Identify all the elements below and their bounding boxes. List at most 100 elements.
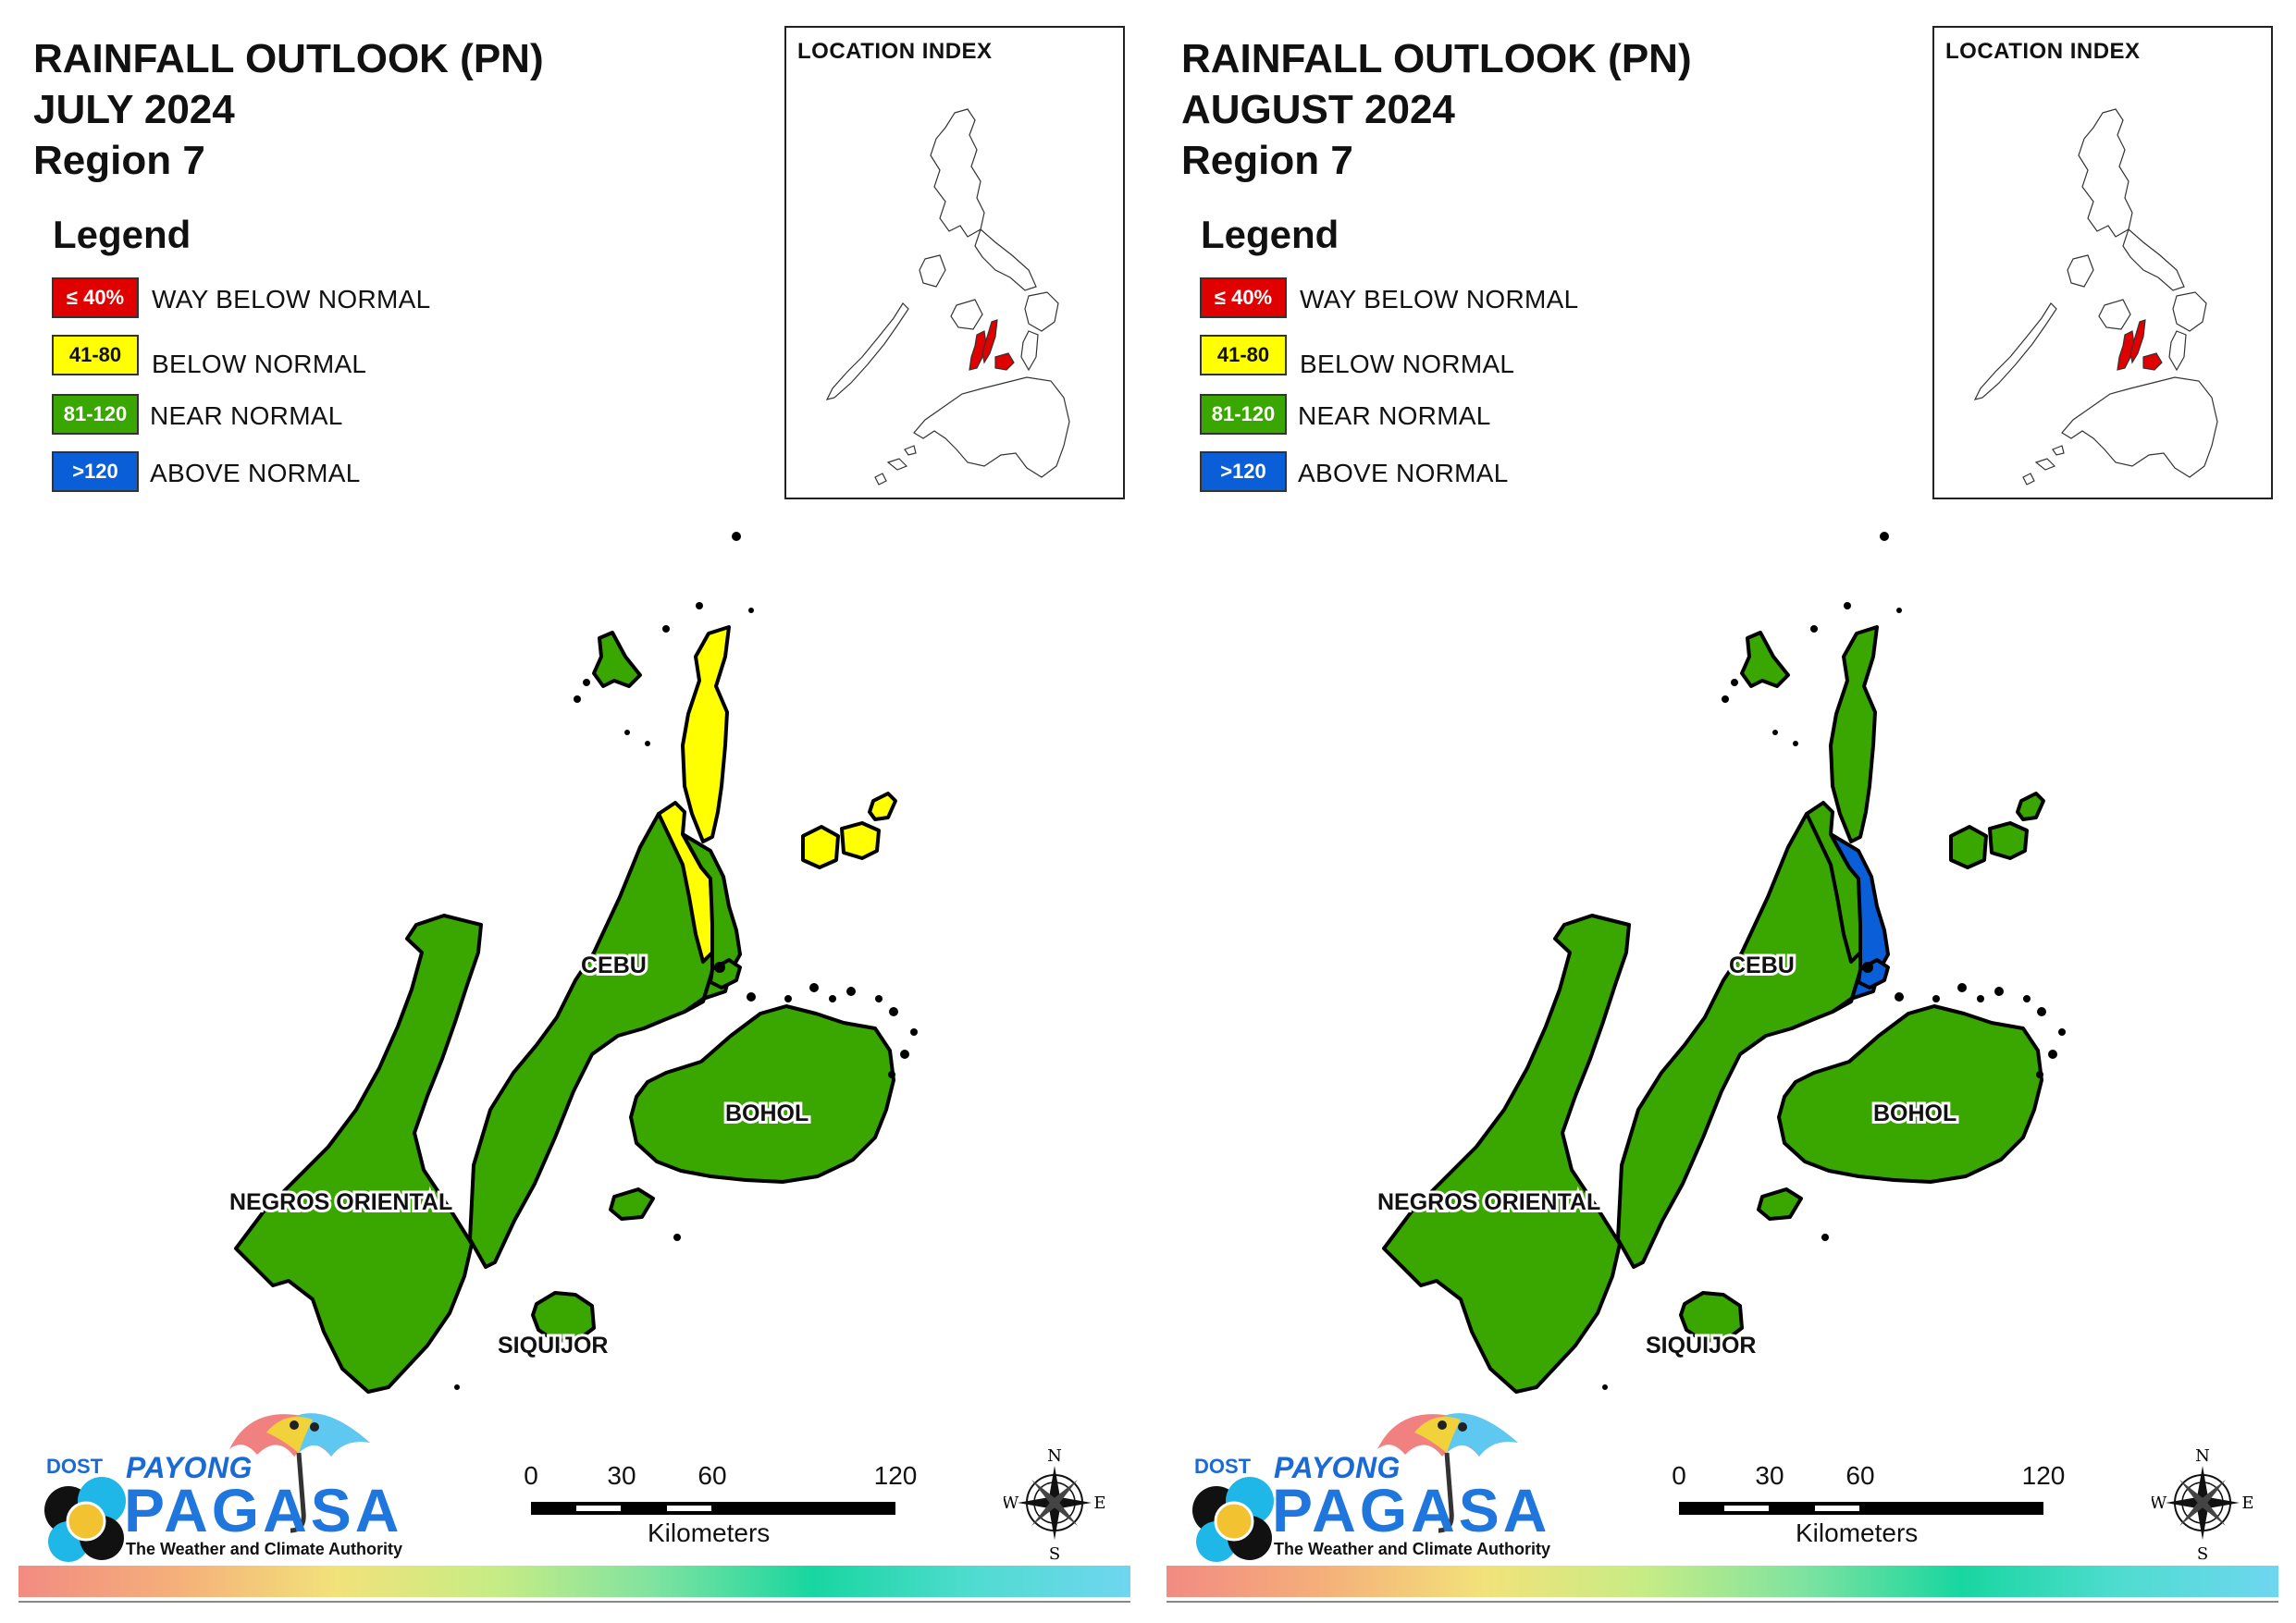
legend-label: BELOW NORMAL (152, 350, 367, 378)
cebu-highlight (2129, 319, 2146, 364)
legend-label: BELOW NORMAL (1300, 350, 1515, 378)
scale-unit: Kilometers (1796, 1518, 1919, 1547)
region-bantayan (1740, 631, 1790, 688)
scale-tick-60: 60 (697, 1461, 727, 1490)
legend-label: NEAR NORMAL (1298, 401, 1491, 430)
pagasa-text: PAGASA (124, 1476, 403, 1544)
leyte-shape (2168, 330, 2187, 372)
label-siquijor: SIQUIJOR (498, 1333, 608, 1359)
legend-swatch: 41-80 (1200, 335, 1287, 375)
location-index-map: LOCATION INDEX (784, 26, 1125, 499)
location-index-map: LOCATION INDEX (1932, 26, 2273, 499)
region7-map: CEBU BOHOL NEGROS ORIENTAL SIQUIJOR (1375, 532, 2066, 1394)
compass-e: E (2241, 1494, 2253, 1513)
tagline-text: The Weather and Climate Authority (1274, 1540, 1551, 1558)
scale-bar: 0 30 60 120 Kilometers (518, 1461, 925, 1554)
scale-tick-30: 30 (607, 1461, 636, 1490)
compass-n: N (1047, 1446, 1062, 1466)
title-line-1: RAINFALL OUTLOOK (PN) (1181, 36, 1692, 81)
legend-label: WAY BELOW NORMAL (152, 285, 431, 314)
legend-swatch: 81-120 (52, 394, 139, 435)
region-camotes-islet (868, 792, 897, 821)
region7-highlight (2117, 319, 2163, 371)
compass-s: S (2197, 1544, 2208, 1563)
legend-swatch: 81-120 (1200, 394, 1287, 435)
region-negros-oriental (1382, 914, 1631, 1394)
label-negros-oriental: NEGROS ORIENTAL (229, 1189, 452, 1215)
scale-tick-30: 30 (1755, 1461, 1784, 1490)
region-siquijor (1679, 1291, 1744, 1343)
scale-bar-graphic (1679, 1502, 2043, 1515)
bicol-shape (2122, 227, 2185, 291)
region-bohol (1777, 1004, 2043, 1184)
umbrella-icon (44, 1413, 370, 1562)
palawan-shape (825, 302, 909, 400)
region-camotes-east (840, 821, 881, 860)
title-line-1: RAINFALL OUTLOOK (PN) (33, 36, 544, 81)
region-cebu-south (1616, 812, 1862, 1269)
region7-highlight (969, 319, 1015, 371)
pagasa-logo: DOST PAYONG PAGASA The Weather and Clima… (35, 1392, 402, 1568)
footer-line (19, 1601, 1130, 1603)
legend-label: NEAR NORMAL (150, 401, 343, 430)
panel-august: RAINFALL OUTLOOK (PN) AUGUST 2024 Region… (1148, 0, 2296, 1623)
region-negros-oriental (234, 914, 483, 1394)
map-title: RAINFALL OUTLOOK (PN) AUGUST 2024 Region… (1181, 33, 1692, 186)
tagline-text: The Weather and Climate Authority (126, 1540, 403, 1558)
region-camotes-west (801, 825, 840, 869)
scale-unit: Kilometers (648, 1518, 771, 1547)
compass-w: W (2152, 1494, 2167, 1513)
dost-text: DOST (1194, 1455, 1252, 1478)
sulu-shape (2022, 445, 2065, 486)
compass-n: N (2195, 1446, 2210, 1466)
compass-s: S (1049, 1544, 1060, 1563)
sulu-shape (874, 445, 917, 486)
region-camotes-islet (2016, 792, 2045, 821)
region-bohol (629, 1004, 895, 1184)
title-line-2: AUGUST 2024 (1181, 87, 1455, 132)
footer-line (1167, 1601, 2278, 1603)
luzon-shape (930, 108, 985, 238)
region-bohol-islet (1757, 1187, 1803, 1221)
region7-map: CEBU BOHOL NEGROS ORIENTAL SIQUIJOR (227, 532, 918, 1394)
label-siquijor: SIQUIJOR (1646, 1333, 1756, 1359)
samar-shape (2172, 291, 2207, 332)
panel-july: RAINFALL OUTLOOK (PN) JULY 2024 Region 7… (19, 26, 1130, 1603)
region-cebu-tip (1829, 625, 1879, 843)
legend-title: Legend (1201, 213, 1339, 256)
compass-rose-icon: N S E W (1002, 1443, 1106, 1564)
label-bohol: BOHOL (725, 1100, 809, 1126)
negros-highlight (969, 330, 987, 371)
region-siquijor (531, 1291, 596, 1343)
region-bantayan (592, 631, 642, 688)
pagasa-logo: DOST PAYONG PAGASA The Weather and Clima… (1183, 1392, 1550, 1568)
region-cebu-south (468, 812, 714, 1269)
region-camotes-east (1988, 821, 2029, 860)
legend-title: Legend (53, 213, 191, 256)
dost-text: DOST (46, 1455, 104, 1478)
mindanao-shape (2061, 376, 2218, 478)
legend-swatch: ≤ 40% (1200, 277, 1287, 318)
scale-tick-0: 0 (1672, 1461, 1686, 1490)
luzon-shape (2078, 108, 2133, 238)
title-line-2: JULY 2024 (33, 87, 235, 132)
legend-swatch: 41-80 (52, 335, 139, 375)
location-index-title: LOCATION INDEX (1945, 39, 2141, 64)
label-bohol: BOHOL (1873, 1100, 1957, 1126)
title-line-3: Region 7 (33, 138, 205, 183)
palawan-shape (1973, 302, 2057, 400)
mindoro-shape (919, 254, 946, 288)
leyte-shape (1020, 330, 1039, 372)
negros-highlight (2117, 330, 2135, 371)
region-cebu-tip (681, 625, 731, 843)
region-bohol-islet (609, 1187, 655, 1221)
bohol-highlight (2142, 352, 2163, 371)
panay-shape (950, 299, 983, 330)
title-line-3: Region 7 (1181, 138, 1353, 183)
bohol-highlight (994, 352, 1015, 371)
legend-swatch: >120 (52, 451, 139, 492)
payong-text: PAYONG (1274, 1451, 1401, 1484)
mindanao-shape (913, 376, 1070, 478)
pagasa-text: PAGASA (1272, 1476, 1551, 1544)
samar-shape (1024, 291, 1059, 332)
